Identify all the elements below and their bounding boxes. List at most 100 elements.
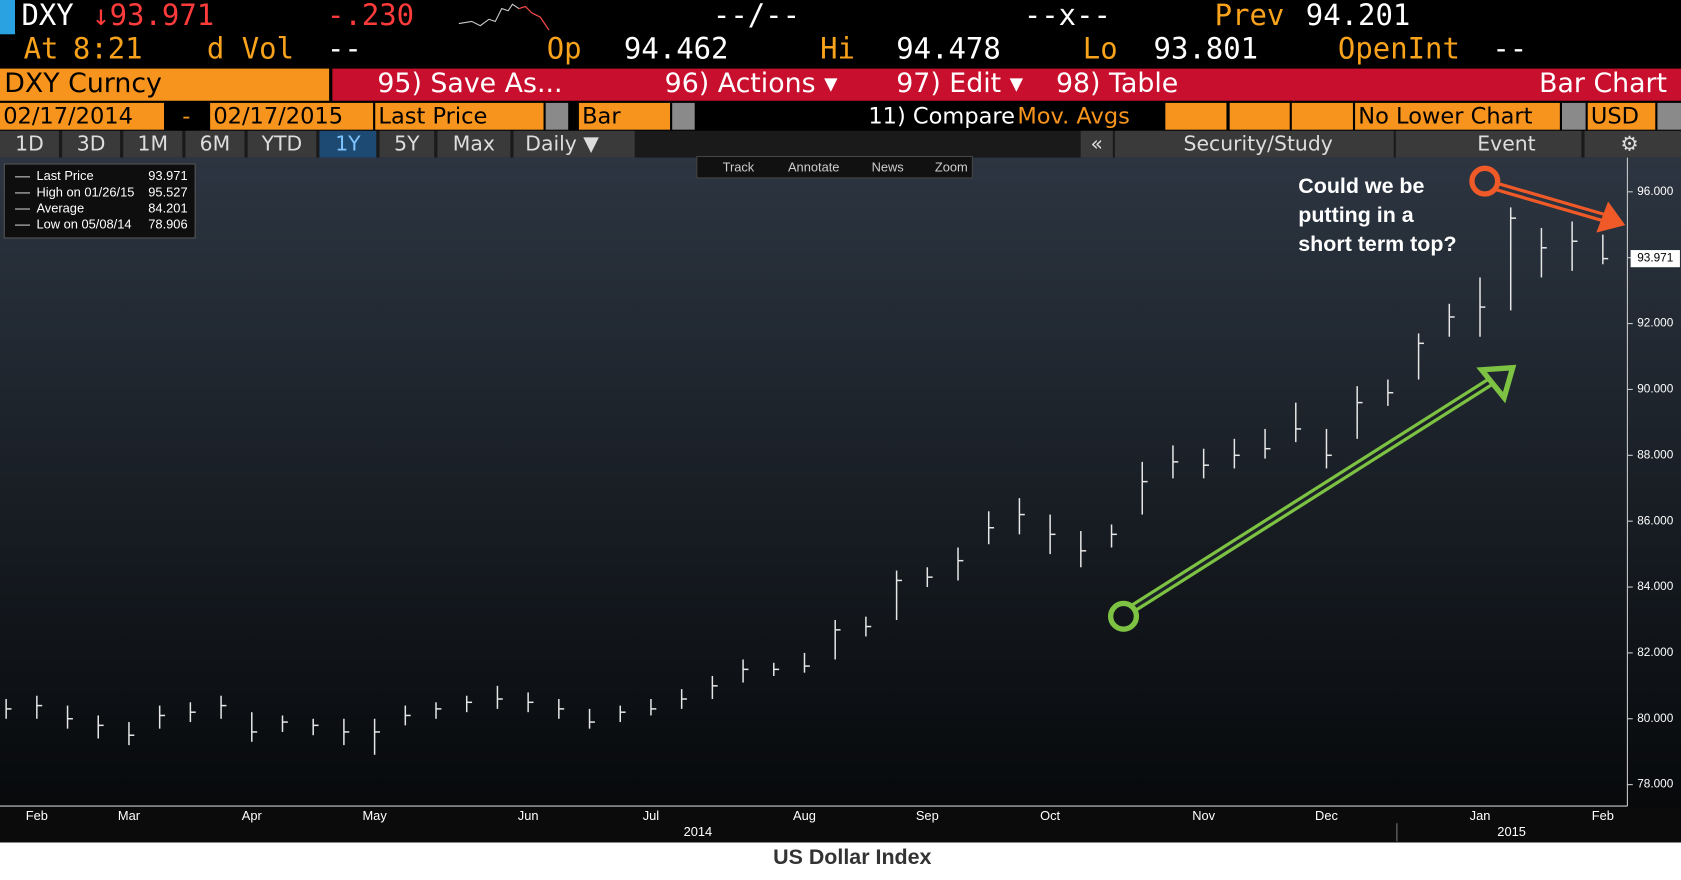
field-bg — [1355, 102, 1560, 130]
last-price: ↓93.971 — [92, 0, 214, 32]
x-tick-label: Feb — [26, 808, 48, 823]
y-tick-label: 86.000 — [1637, 514, 1673, 527]
menu-bg — [332, 68, 1681, 101]
tool[interactable]: Zoom — [935, 160, 968, 175]
frequency[interactable]: Daily ▼ — [525, 132, 599, 156]
x-tick-label: Mar — [118, 808, 141, 823]
dropdown[interactable] — [1657, 102, 1681, 130]
tab[interactable]: Event — [1477, 132, 1535, 156]
legend-value: 78.906 — [148, 216, 187, 231]
period-bg — [123, 130, 183, 158]
tools-bg — [696, 155, 973, 179]
period-bg — [62, 130, 121, 158]
dropdown[interactable] — [672, 102, 695, 130]
year-label: 2014 — [684, 824, 713, 839]
period[interactable]: 5Y — [394, 132, 420, 156]
x-tick-label: Nov — [1192, 808, 1215, 823]
menu-item[interactable]: 96) Actions ▾ — [665, 68, 838, 99]
field-bg — [1291, 102, 1353, 130]
menu-item[interactable]: 95) Save As... — [377, 68, 562, 99]
vol-label: d Vol — [207, 31, 294, 65]
x-tick-label: Jun — [518, 808, 539, 823]
high: 94.478 — [896, 31, 1001, 65]
tab-bg — [1584, 130, 1681, 158]
caption: US Dollar Index — [773, 845, 931, 869]
end-date[interactable]: 02/17/2015 — [213, 103, 343, 129]
field-bg — [1165, 102, 1227, 130]
style[interactable]: Bar — [582, 103, 621, 129]
collapse[interactable]: « — [1090, 132, 1102, 156]
annotation-line: Could we be — [1298, 174, 1424, 198]
mov-avgs[interactable]: Mov. Avgs — [1017, 103, 1129, 129]
tool[interactable]: Annotate — [788, 160, 839, 175]
period[interactable]: 1Y — [335, 132, 361, 156]
period[interactable]: YTD — [261, 132, 303, 156]
y-tick-label: 90.000 — [1637, 383, 1673, 396]
field-bg — [578, 102, 671, 130]
legend-label: Average — [36, 200, 84, 215]
annotation: Could we be putting in a short term top? — [1298, 174, 1456, 256]
plot: 78.000 80.000 82.000 84.000 86.000 88.000 90.0… — [5, 185, 1680, 839]
legend-value: 84.201 — [148, 200, 187, 215]
period-buttons: 1D 3D 1M 6M YTD 1Y 5Y Max — [0, 130, 511, 158]
tool[interactable]: Track — [723, 160, 755, 175]
tool[interactable]: News — [872, 160, 904, 175]
field-bg — [375, 102, 544, 130]
tab[interactable]: Security/Study — [1184, 132, 1333, 156]
legend-box — [3, 163, 196, 239]
security[interactable]: DXY Curncy — [4, 68, 162, 99]
lower-chart[interactable]: No Lower Chart — [1358, 103, 1532, 129]
legend: Last Price 93.971 High on 01/26/15 95.527 Av… — [15, 168, 188, 231]
period[interactable]: Max — [453, 132, 495, 156]
size: --x-- — [1024, 0, 1111, 32]
oi: -- — [1492, 31, 1527, 65]
y-tick-label: 78.000 — [1637, 778, 1673, 791]
x-tick-label: Feb — [1592, 808, 1614, 823]
x-tick-label: Oct — [1040, 808, 1060, 823]
y-tick-label: 96.000 — [1637, 185, 1673, 198]
start-date[interactable]: 02/17/2014 — [3, 103, 133, 129]
field-bg — [0, 102, 165, 130]
period[interactable]: 3D — [77, 132, 106, 156]
dropdown[interactable] — [545, 102, 569, 130]
x-axis-bg — [0, 807, 1681, 843]
year-label: 2015 — [1497, 824, 1526, 839]
annotation-line: short term top? — [1298, 232, 1456, 256]
prev-label: Prev — [1215, 0, 1285, 32]
menu-item[interactable]: 98) Table — [1056, 68, 1178, 99]
sparkline-down — [518, 5, 550, 31]
period-bg — [319, 130, 377, 158]
settings[interactable]: ⚙ — [1620, 132, 1638, 156]
x-tick-label: May — [362, 808, 387, 823]
y-tick-label: 82.000 — [1637, 646, 1673, 659]
open: 94.462 — [624, 31, 729, 65]
field[interactable]: Last Price — [378, 103, 487, 129]
green-arrow — [1107, 364, 1517, 632]
currency[interactable]: USD — [1591, 103, 1639, 129]
orange-arrow — [1469, 165, 1626, 233]
caption-bg — [0, 842, 1681, 880]
header-marker — [0, 0, 16, 35]
x-tick-label: Jan — [1470, 808, 1491, 823]
security-bg — [0, 68, 330, 101]
time-label: At — [24, 31, 59, 65]
chart-type[interactable]: Bar Chart — [1539, 68, 1667, 99]
field-bg — [1229, 102, 1290, 130]
dropdown[interactable] — [1562, 102, 1586, 130]
annotation-line: putting in a — [1298, 203, 1415, 227]
y-tick-label: 80.000 — [1637, 712, 1673, 725]
frequency-bg — [513, 130, 635, 158]
period-bg — [185, 130, 245, 158]
period[interactable]: 1M — [138, 132, 169, 156]
menu-item[interactable]: 97) Edit ▾ — [896, 68, 1023, 99]
field-bg — [1587, 102, 1656, 130]
legend-value: 93.971 — [148, 168, 187, 183]
period[interactable]: 6M — [200, 132, 231, 156]
low: 93.801 — [1154, 31, 1259, 65]
last-price-tag: 93.971 — [1637, 252, 1673, 265]
compare[interactable]: 11) Compare — [868, 103, 1015, 129]
period[interactable]: 1D — [15, 132, 44, 156]
legend-value: 95.527 — [148, 184, 187, 199]
date-dash: - — [182, 103, 190, 129]
